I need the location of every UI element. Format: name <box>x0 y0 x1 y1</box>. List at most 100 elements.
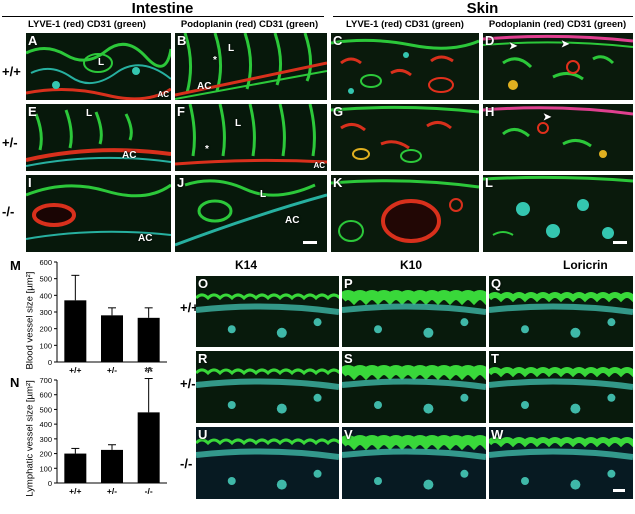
micrograph-d-image <box>483 33 633 100</box>
panel-letter-m: M <box>10 258 21 273</box>
bar-1-0 <box>64 453 87 483</box>
ac-label-b: AC <box>197 81 212 92</box>
micrograph-panel-p: P <box>342 276 486 347</box>
micrograph-o-image <box>196 276 339 347</box>
section-title-intestine: Intestine <box>131 0 194 17</box>
micrograph-panel-j: J L AC <box>175 175 327 252</box>
panel-letter-v: V <box>344 427 353 442</box>
y-tick-label-0-5: 500 <box>39 275 52 284</box>
micrograph-q-image <box>489 276 633 347</box>
micrograph-k-image <box>331 175 479 252</box>
scale-bar-j <box>303 241 317 244</box>
row-label-ko: -/- <box>2 204 15 219</box>
ylabel-lymphatic-vessel: Lymphatic vessel size [µm²] <box>24 380 36 497</box>
y-tick-label-1-5: 500 <box>39 405 52 414</box>
micrograph-panel-e: E L AC <box>26 104 171 171</box>
micrograph-f-image <box>175 104 327 171</box>
micrograph-panel-k: K <box>331 175 479 252</box>
micrograph-l-image <box>483 175 633 252</box>
micrograph-panel-f: F L AC * <box>175 104 327 171</box>
panel-letter-j: J <box>177 175 185 190</box>
micrograph-s-image <box>342 351 486 423</box>
chart-blood-vessel: 0 100 200 300 400 500 600 +/+ +/- -/- <box>39 258 167 375</box>
panel-letter-q: Q <box>491 276 502 291</box>
x-tick-label-1-1: +/- <box>107 486 117 496</box>
bar-1-1 <box>101 449 123 483</box>
panel-letter-k: K <box>333 175 343 190</box>
y-tick-label-1-3: 300 <box>39 435 52 444</box>
micrograph-panel-r: R <box>196 351 339 423</box>
divider-skin <box>333 16 633 17</box>
panel-letter-t: T <box>491 351 499 366</box>
panel-letter-a: A <box>28 33 38 48</box>
y-tick-label-1-1: 100 <box>39 464 52 473</box>
ac-label-a: AC <box>157 90 169 99</box>
micrograph-e-image <box>26 104 171 171</box>
panel-letter-p: P <box>344 276 353 291</box>
x-tick-label-1-0: +/+ <box>69 486 81 496</box>
ac-label-f: AC <box>313 161 325 170</box>
star-label-f: * <box>205 144 209 155</box>
micrograph-panel-d: D ➤ ➤ <box>483 33 633 100</box>
panel-letter-i: I <box>28 175 32 190</box>
micrograph-panel-s: S <box>342 351 486 423</box>
micrograph-panel-b: B L AC * <box>175 33 327 100</box>
micrograph-i-image <box>26 175 171 252</box>
micrograph-panel-h: H ➤ <box>483 104 633 171</box>
panel-letter-l: L <box>485 175 493 190</box>
column-header-1: LYVE-1 (red) CD31 (green) <box>28 19 146 30</box>
micrograph-panel-u: U <box>196 427 339 499</box>
divider-intestine <box>2 16 324 17</box>
y-tick-label-0-0: 0 <box>48 358 52 367</box>
bar-1-2 <box>137 412 160 483</box>
ac-label-e: AC <box>122 150 137 161</box>
micrograph-panel-g: G <box>331 104 479 171</box>
micrograph-panel-l: L <box>483 175 633 252</box>
lumen-label-e: L <box>86 108 93 119</box>
micrograph-panel-a: A L AC <box>26 33 171 100</box>
scale-bar-l <box>613 241 627 244</box>
ac-label-i: AC <box>138 233 153 244</box>
micrograph-panel-c: C <box>331 33 479 100</box>
panel-letter-o: O <box>198 276 209 291</box>
panel-letter-w: W <box>491 427 504 442</box>
lumen-label-j: L <box>260 189 267 200</box>
y-tick-label-0-3: 300 <box>39 308 52 317</box>
micrograph-panel-i: I AC <box>26 175 171 252</box>
micrograph-c-image <box>331 33 479 100</box>
panel-letter-u: U <box>198 427 208 442</box>
y-tick-label-1-2: 200 <box>39 450 52 459</box>
panel-letter-n: N <box>10 375 20 390</box>
bar-charts: 0 100 200 300 400 500 600 +/+ +/- -/- 0 100 200 300 4… <box>39 258 167 496</box>
y-tick-label-0-4: 400 <box>39 291 52 300</box>
header-loricrin: Loricrin <box>563 258 608 272</box>
micrograph-v-image <box>342 427 486 499</box>
column-header-4: Podoplanin (red) CD31 (green) <box>488 19 627 30</box>
bar-0-1 <box>101 315 123 362</box>
micrograph-w-image <box>489 427 633 499</box>
y-tick-label-0-2: 200 <box>39 325 52 334</box>
arrow-label-d2: ➤ <box>561 39 570 50</box>
panel-letter-r: R <box>198 351 208 366</box>
row-label-het: +/- <box>2 135 18 150</box>
x-tick-label-0-1: +/- <box>107 365 117 375</box>
micrograph-r-image <box>196 351 339 423</box>
micrograph-t-image <box>489 351 633 423</box>
column-header-2: Podoplanin (red) CD31 (green) <box>180 19 319 30</box>
micrograph-j-image <box>175 175 327 252</box>
section-title-skin: Skin <box>466 0 499 17</box>
star-label-b: * <box>213 55 217 66</box>
row-label-epi-ko: -/- <box>180 456 193 471</box>
y-tick-label-1-4: 400 <box>39 420 52 429</box>
x-tick-label-0-0: +/+ <box>69 365 81 375</box>
micrograph-panel-t: T <box>489 351 633 423</box>
lumen-label-f: L <box>235 118 242 129</box>
column-header-3: LYVE-1 (red) CD31 (green) <box>346 19 464 30</box>
panel-letter-b: B <box>177 33 187 48</box>
row-label-epi-het: +/- <box>180 376 196 391</box>
micrograph-h-image <box>483 104 633 171</box>
x-tick-label-1-2: -/- <box>145 486 153 496</box>
micrograph-panel-q: Q <box>489 276 633 347</box>
micrograph-u-image <box>196 427 339 499</box>
row-label-wt: +/+ <box>2 64 21 79</box>
